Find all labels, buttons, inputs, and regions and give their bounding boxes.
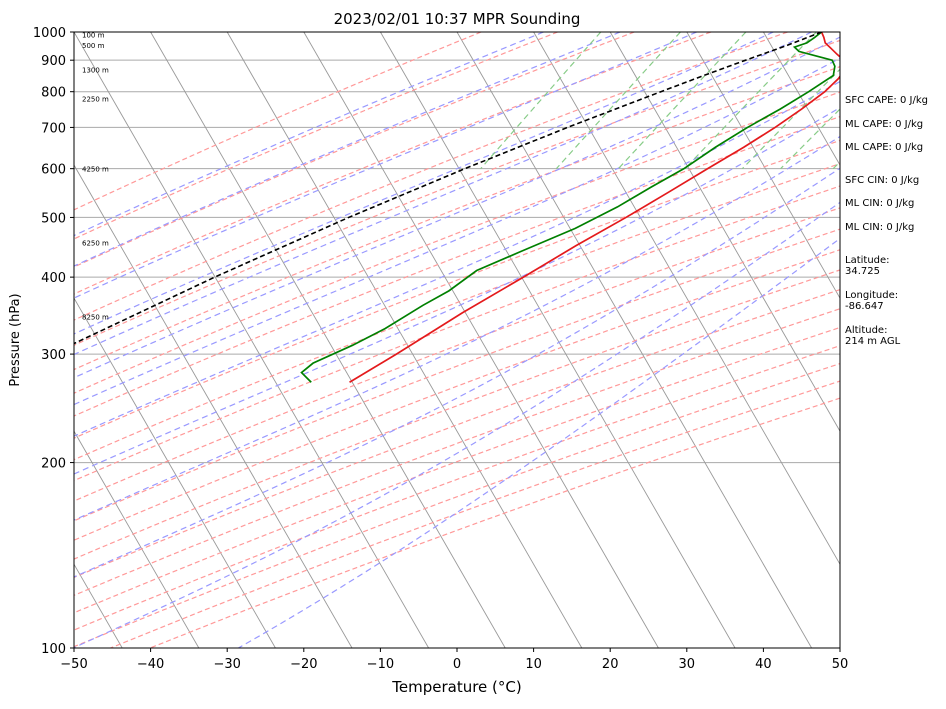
height-label: 1300 m xyxy=(82,66,109,74)
mixing-ratio-line xyxy=(555,32,681,170)
moist-adiabat-line xyxy=(238,237,840,648)
y-tick-label: 500 xyxy=(41,211,66,226)
sfc-cin-label: SFC CIN: 0 J/kg xyxy=(845,175,920,186)
y-tick-label: 400 xyxy=(41,271,66,286)
x-tick-label: −30 xyxy=(213,657,240,672)
x-axis-label: Temperature (°C) xyxy=(391,678,521,696)
reference-lines xyxy=(74,32,840,648)
dry-adiabat-line xyxy=(74,32,788,321)
y-tick-label: 300 xyxy=(41,348,66,363)
isotherm-line xyxy=(686,32,840,300)
x-tick-label: 40 xyxy=(755,657,772,672)
moist-adiabat-line xyxy=(74,167,840,578)
y-tick-label: 200 xyxy=(41,457,66,472)
temperature-profile xyxy=(349,32,840,384)
y-tick-label: 1000 xyxy=(33,26,66,41)
moist-adiabat-line xyxy=(74,32,544,237)
altitude-label: Altitude: 214 m AGL xyxy=(845,325,901,347)
moist-adiabat-line xyxy=(74,57,840,406)
isotherm-line xyxy=(533,32,840,566)
isotherm-line xyxy=(456,32,813,648)
moist-adiabat-line xyxy=(74,32,774,335)
mixing-ratio-line xyxy=(741,68,840,170)
plot-frame xyxy=(73,31,841,649)
x-tick-label: 10 xyxy=(525,657,542,672)
longitude-label: Longitude: -86.647 xyxy=(845,290,899,312)
x-tick-label: 30 xyxy=(679,657,696,672)
dry-adiabat-line xyxy=(74,162,840,461)
x-tick-label: 50 xyxy=(832,657,849,672)
isotherm-line xyxy=(226,32,583,648)
height-label: 6250 m xyxy=(82,240,109,248)
x-tick-label: −20 xyxy=(290,657,317,672)
mixing-ratio-line xyxy=(780,108,840,170)
moist-adiabat-line xyxy=(74,32,812,356)
dry-adiabat-line xyxy=(74,115,840,417)
height-labels: 8250 m 6250 m 4250 m 2250 m 1300 m 500 m 100 m xyxy=(82,32,109,322)
y-tick-label: 800 xyxy=(41,86,66,101)
dewpoint-profile xyxy=(300,32,836,383)
mixing-ratio-line xyxy=(617,32,747,170)
dry-adiabat-line xyxy=(74,39,840,346)
dry-adiabat-line xyxy=(74,32,712,295)
height-label: 500 m xyxy=(82,42,105,50)
ml-cin-label: ML CIN: 0 J/kg xyxy=(845,198,915,209)
y-tick-label: 900 xyxy=(41,54,66,69)
x-tick-label: −40 xyxy=(137,657,164,672)
moist-adiabat-line xyxy=(74,201,840,648)
x-tick-label: 20 xyxy=(602,657,619,672)
dry-adiabat-line xyxy=(74,32,558,240)
ml-cin-label-2: ML CIN: 0 J/kg xyxy=(845,222,915,233)
x-tick-label: −10 xyxy=(367,657,394,672)
dry-adiabat-line xyxy=(74,362,840,648)
moist-adiabat-line xyxy=(74,135,840,521)
parcel-profile xyxy=(74,32,822,345)
series-layer xyxy=(74,32,840,384)
isotherm-line xyxy=(74,297,276,648)
dry-adiabat-line xyxy=(74,139,840,439)
moist-adiabat-line xyxy=(74,80,840,437)
y-tick-label: 600 xyxy=(41,163,66,178)
height-label: 4250 m xyxy=(82,166,109,174)
isotherm-line xyxy=(609,32,840,433)
dry-adiabat-line xyxy=(74,32,482,211)
x-tick-label: −50 xyxy=(60,657,87,672)
chart-title: 2023/02/01 10:37 MPR Sounding xyxy=(334,10,581,28)
isotherm-line xyxy=(150,32,506,648)
isotherm-line xyxy=(303,32,659,648)
y-axis-label: Pressure (hPa) xyxy=(8,293,23,386)
y-tick-label: 100 xyxy=(41,642,66,657)
isotherm-line xyxy=(763,32,840,166)
isotherm-line xyxy=(74,430,200,648)
moist-adiabat-line xyxy=(74,32,697,299)
mixing-ratio-line xyxy=(480,32,602,170)
sfc-cape-label: SFC CAPE: 0 J/kg xyxy=(845,95,928,106)
dry-adiabat-line xyxy=(74,185,840,482)
height-label: 100 m xyxy=(82,32,105,40)
height-label: 8250 m xyxy=(82,314,109,322)
x-tick-label: 0 xyxy=(453,657,461,672)
ml-cape-label-2: ML CAPE: 0 J/kg xyxy=(845,142,924,153)
dry-adiabat-line xyxy=(74,32,635,268)
height-label: 2250 m xyxy=(82,95,109,103)
ml-cape-label: ML CAPE: 0 J/kg xyxy=(845,119,924,130)
dry-adiabat-line xyxy=(74,207,840,502)
isotherm-line xyxy=(380,32,736,648)
isotherm-line xyxy=(74,164,353,648)
latitude-label: Latitude: 34.725 xyxy=(845,255,890,277)
moist-adiabat-line xyxy=(74,32,621,267)
y-tick-label: 700 xyxy=(41,121,66,136)
